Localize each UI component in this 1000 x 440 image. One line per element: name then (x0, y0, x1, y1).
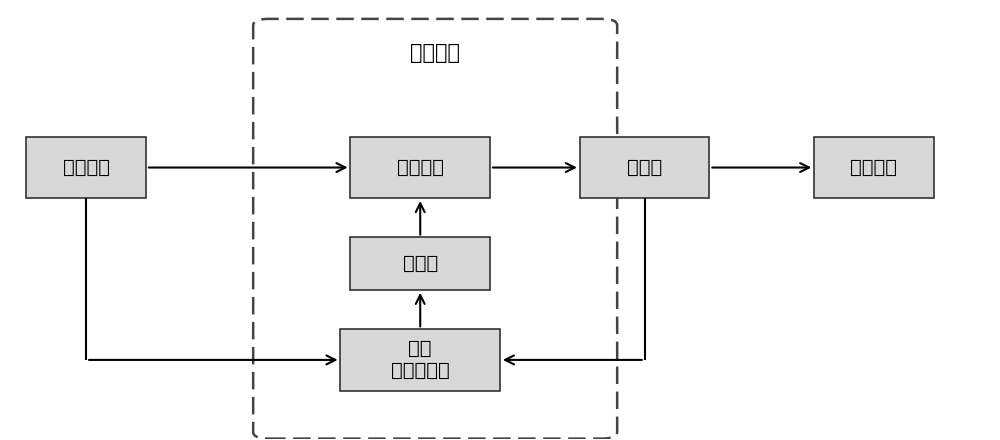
Text: 开关装置: 开关装置 (397, 158, 444, 177)
Text: 逆变器: 逆变器 (627, 158, 662, 177)
FancyBboxPatch shape (350, 137, 490, 198)
Text: 信号
采集处理器: 信号 采集处理器 (391, 339, 450, 381)
FancyBboxPatch shape (580, 137, 709, 198)
Text: 光伏阵列: 光伏阵列 (63, 158, 110, 177)
FancyBboxPatch shape (350, 238, 490, 290)
Text: 控制器: 控制器 (403, 254, 438, 273)
FancyBboxPatch shape (26, 137, 146, 198)
Text: 切换装置: 切换装置 (410, 43, 460, 63)
FancyBboxPatch shape (340, 329, 500, 391)
Text: 并网开关: 并网开关 (850, 158, 897, 177)
FancyBboxPatch shape (814, 137, 934, 198)
